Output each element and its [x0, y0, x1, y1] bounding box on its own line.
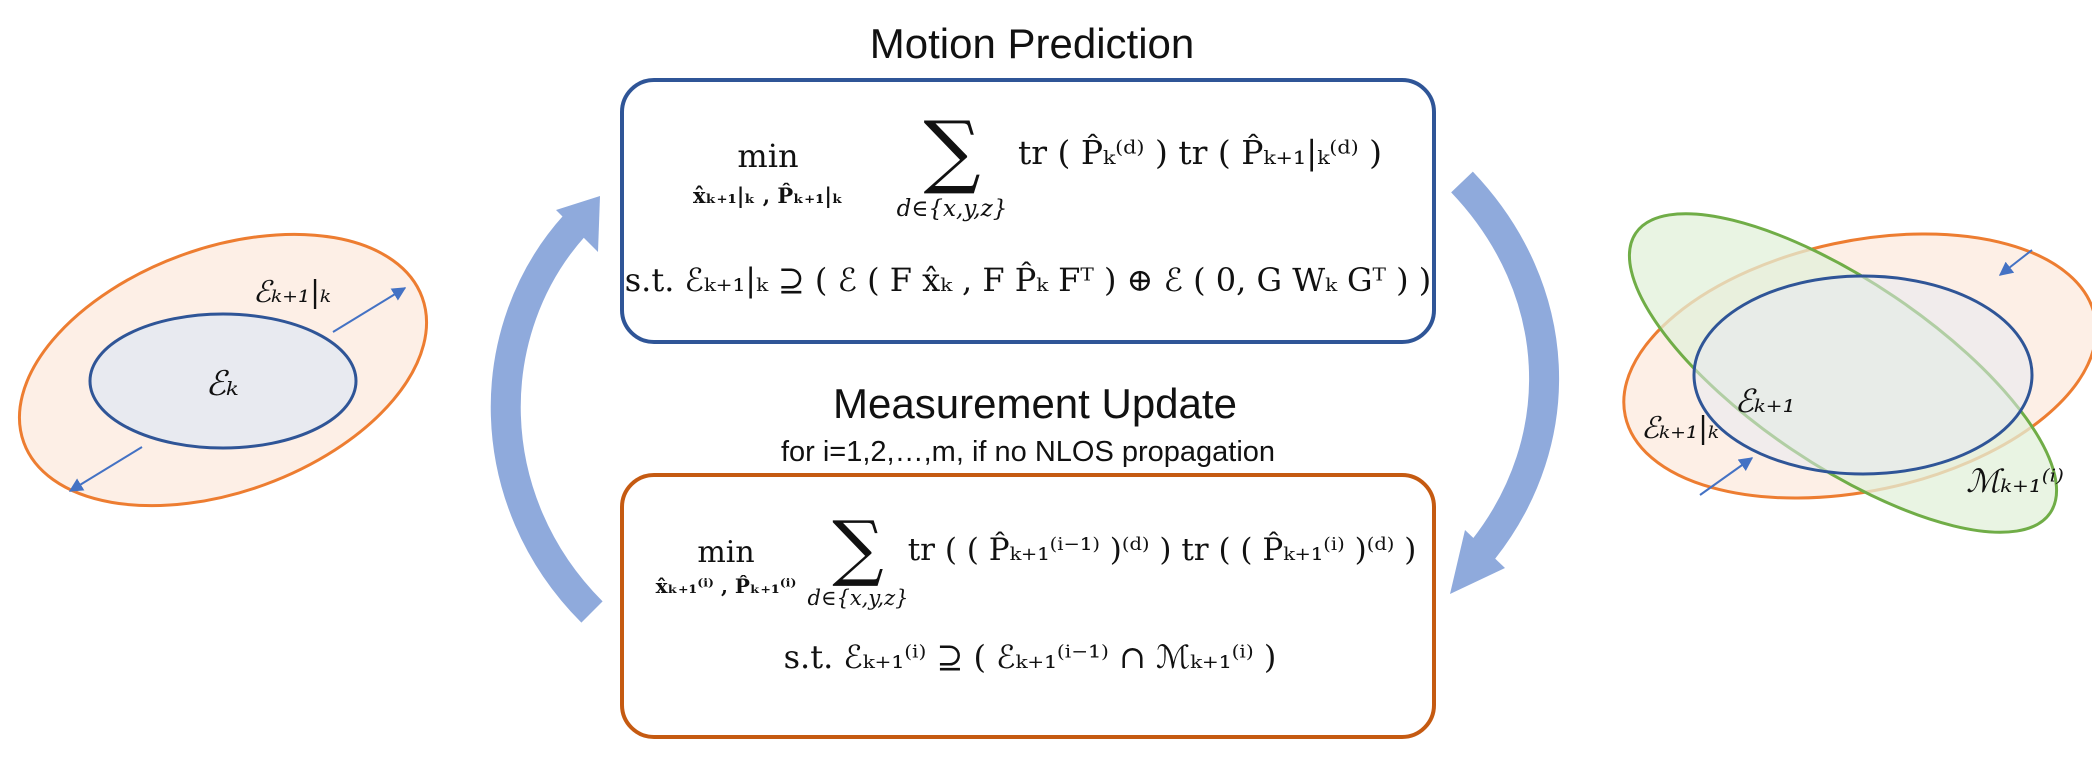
- right-ellipse-group: ℰₖ₊₁ ℰₖ₊₁|ₖ ℳₖ₊₁⁽ⁱ⁾: [1622, 212, 2092, 534]
- measurement-constraint: s.t. ℰₖ₊₁⁽ⁱ⁾ ⊇ ( ℰₖ₊₁⁽ⁱ⁻¹⁾ ∩ ℳₖ₊₁⁽ⁱ⁾ ): [784, 638, 1277, 676]
- measurement-update-title: Measurement Update: [833, 380, 1237, 427]
- motion-sum-operator: ∑: [923, 104, 980, 197]
- motion-sum-subscript: d∈{x,y,z}: [897, 196, 1008, 222]
- measurement-sum-subscript: d∈{x,y,z}: [807, 586, 908, 610]
- measurement-update-subtitle: for i=1,2,…,m, if no NLOS propagation: [781, 436, 1275, 468]
- predicted-ellipse-right-label: ℰₖ₊₁|ₖ: [1641, 411, 1719, 446]
- measurement-trace-terms: tr ( ( P̂ₖ₊₁⁽ⁱ⁻¹⁾ )⁽ᵈ⁾ ) tr ( ( P̂ₖ₊₁⁽ⁱ⁾…: [908, 530, 1417, 568]
- measurement-update-box: [620, 473, 1436, 739]
- cycle-arrow-right: [1450, 171, 1560, 594]
- shrink-arrow-bottom-left: [1699, 457, 1754, 496]
- measurement-sum-operator: ∑: [832, 505, 883, 589]
- state-ellipse-label: ℰₖ: [206, 364, 239, 404]
- expand-arrow-top-right: [332, 287, 407, 333]
- updated-ellipse-label: ℰₖ₊₁: [1735, 382, 1796, 420]
- motion-constraint: s.t. ℰₖ₊₁|ₖ ⊇ ( ℰ ( F x̂ₖ , F P̂ₖ Fᵀ ) ⊕…: [625, 261, 1432, 299]
- measurement-ellipse-label: ℳₖ₊₁⁽ⁱ⁾: [1966, 462, 2064, 500]
- motion-trace-terms: tr ( P̂ₖ⁽ᵈ⁾ ) tr ( P̂ₖ₊₁|ₖ⁽ᵈ⁾ ): [1018, 132, 1382, 172]
- measurement-min-operator: min: [697, 535, 754, 570]
- motion-min-operator: min: [737, 137, 798, 175]
- cycle-arrow-left: [490, 196, 603, 623]
- motion-prediction-title: Motion Prediction: [870, 20, 1195, 67]
- expand-arrow-bottom-left: [68, 446, 143, 492]
- shrink-arrow-top-right: [1998, 249, 2033, 276]
- measurement-min-subscript: x̂ₖ₊₁⁽ⁱ⁾ , P̂ₖ₊₁⁽ⁱ⁾: [656, 574, 797, 598]
- predicted-ellipse-label: ℰₖ₊₁|ₖ: [253, 275, 331, 310]
- updated-ellipse-blue: [1692, 274, 2034, 476]
- left-ellipse-group: ℰₖ ℰₖ₊₁|ₖ: [17, 232, 429, 508]
- state-ellipse-inner: [88, 312, 358, 450]
- motion-min-subscript: x̂ₖ₊₁|ₖ , P̂ₖ₊₁|ₖ: [693, 183, 843, 208]
- motion-prediction-box: [620, 78, 1436, 344]
